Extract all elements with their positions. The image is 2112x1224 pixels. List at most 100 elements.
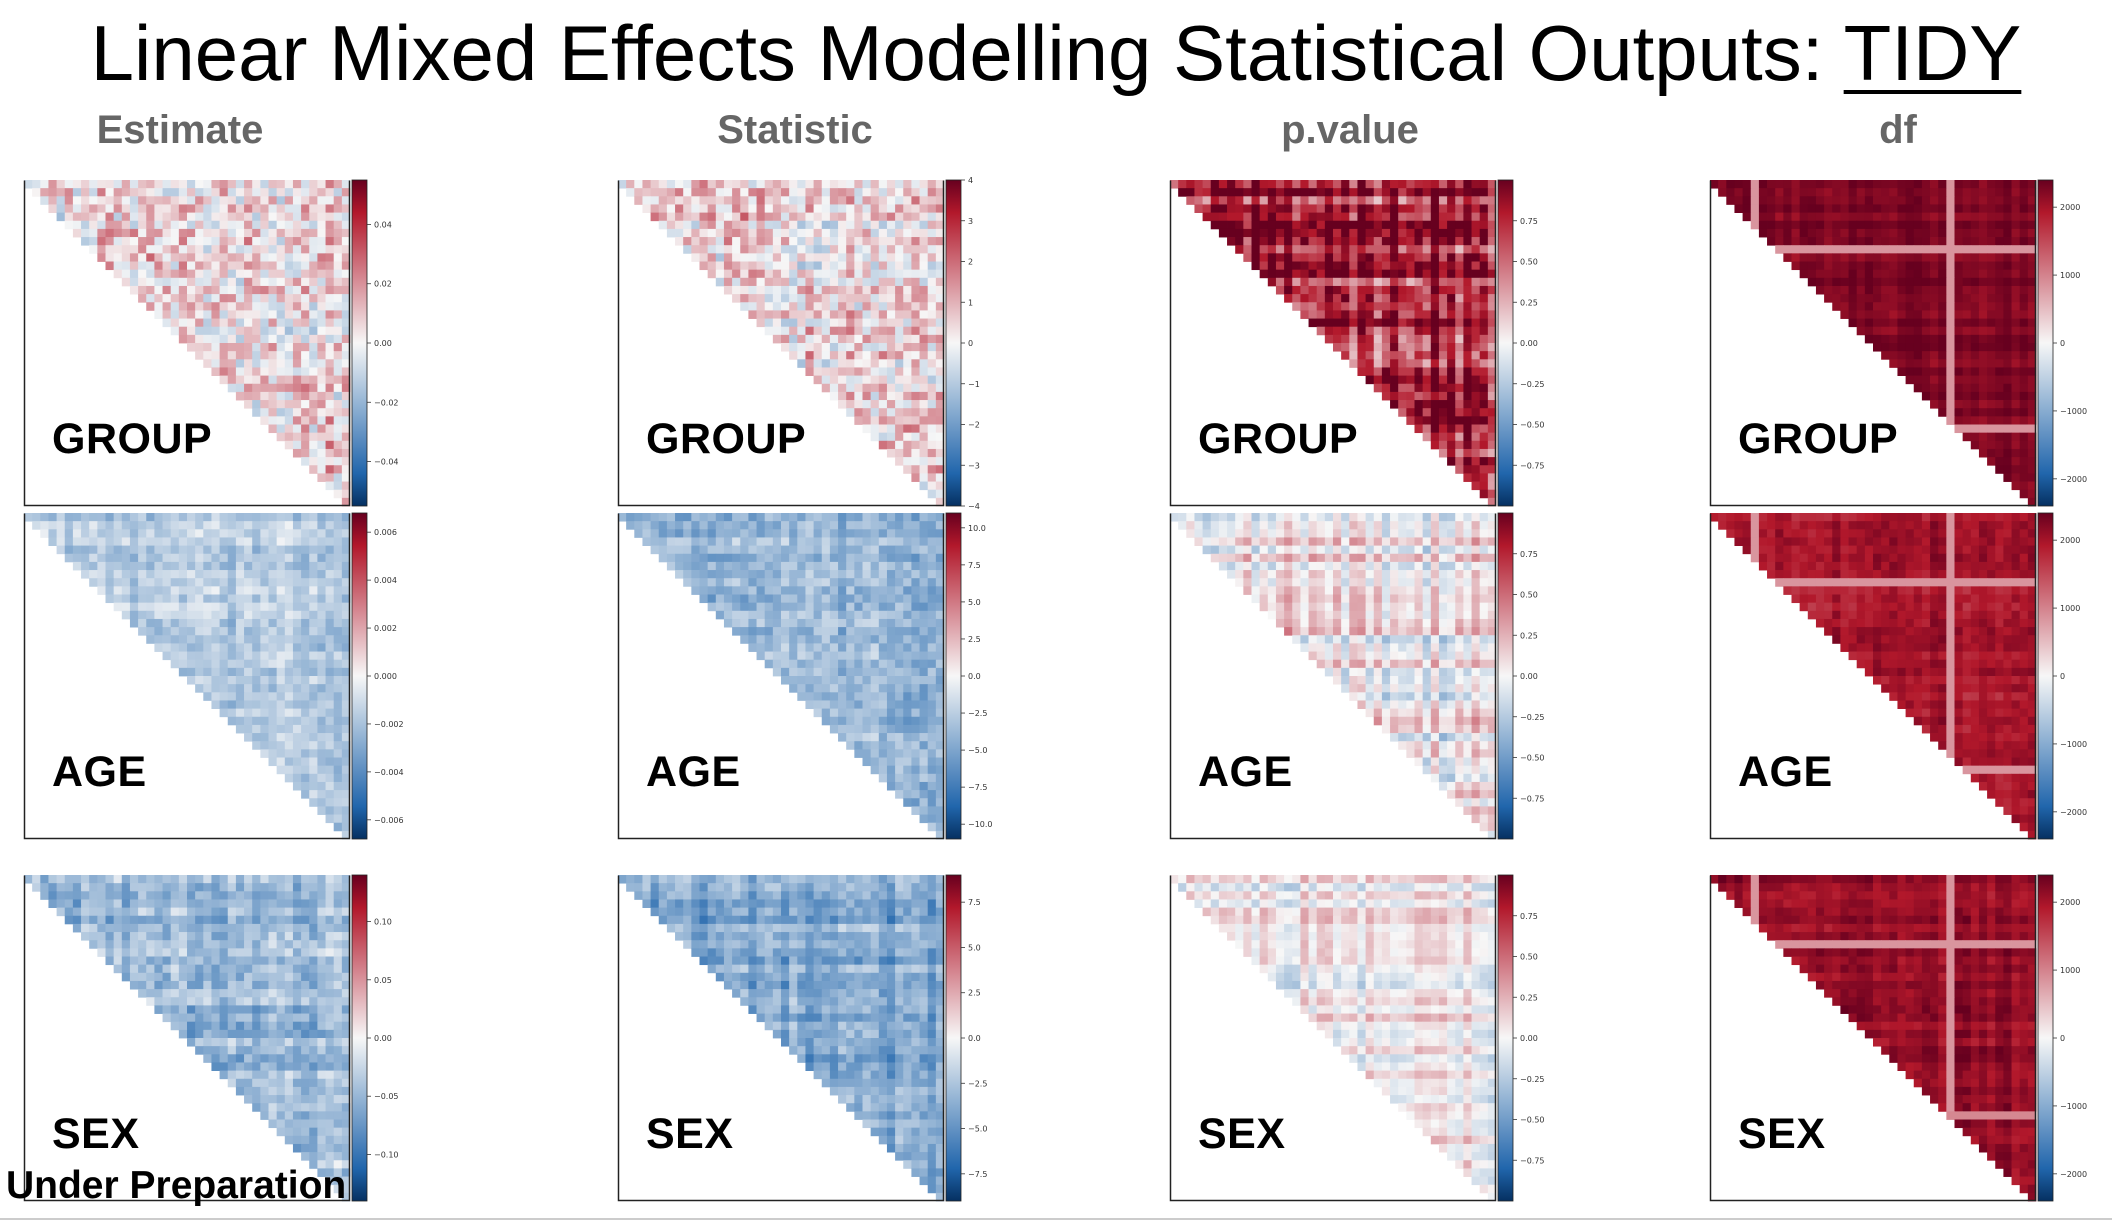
row-label-age: AGE	[1198, 748, 1293, 796]
column-header-statistic: Statistic	[717, 108, 873, 152]
heatmap-frame	[617, 875, 945, 1202]
heatmap-frame	[23, 875, 351, 1202]
colorbar-tick-label: 2000	[2060, 203, 2080, 212]
heatmap-svg: 10.0 7.5 5.0 2.5 0.0 −2.5 −5.0 −7.5 −10.0	[617, 512, 993, 840]
row-label-sex: SEX	[1198, 1110, 1286, 1158]
heatmap-frame	[1169, 513, 1497, 840]
heatmap-frame	[1169, 875, 1497, 1202]
column-header-estimate: Estimate	[96, 108, 264, 152]
colorbar	[351, 179, 368, 507]
heatmap-panel-p-value-group: 0.75 0.50 0.25 0.00 −0.25 −0.50 −0.75 GROUP	[1169, 179, 1573, 507]
colorbar-tick-label: −2000	[2060, 1170, 2087, 1179]
heatmap-frame	[1709, 513, 2037, 840]
colorbar-tick-label: −0.50	[1520, 1116, 1545, 1125]
colorbar-tick-label: 0.00	[1520, 1034, 1538, 1043]
colorbar-tick-label: 0.00	[374, 339, 392, 348]
heatmap-svg: 0.75 0.50 0.25 0.00 −0.25 −0.50 −0.75	[1169, 512, 1545, 840]
colorbar	[945, 179, 962, 507]
colorbar-tick-label: −0.50	[1520, 754, 1545, 763]
colorbar-tick-label: 0.00	[1520, 672, 1538, 681]
colorbar-tick-label: 1	[968, 298, 973, 307]
heatmap-panel-estimate-age: 0.006 0.004 0.002 0.000 −0.002 −0.004 −0.006 AG…	[23, 512, 427, 840]
colorbar-tick-label: 0.25	[1520, 993, 1538, 1002]
colorbar-tick-label: 2000	[2060, 536, 2080, 545]
colorbar-tick-label: 0.00	[1520, 339, 1538, 348]
colorbar-tick-label: −2000	[2060, 475, 2087, 484]
heatmap-panel-estimate-sex: 0.10 0.05 0.00 −0.05 −0.10 SEX	[23, 874, 427, 1202]
colorbar-tick-label: −1000	[2060, 740, 2087, 749]
colorbar	[945, 874, 962, 1202]
colorbar-tick-label: −4	[968, 502, 980, 511]
heatmap-frame	[617, 180, 945, 507]
row-label-group: GROUP	[1738, 415, 1899, 463]
colorbar-tick-label: 0.00	[374, 1034, 392, 1043]
colorbar-tick-label: −1	[968, 380, 980, 389]
heatmap-frame	[1709, 180, 2037, 507]
heatmap-cells	[618, 875, 945, 1202]
colorbar-tick-label: 2000	[2060, 898, 2080, 907]
colorbar-tick-label: −0.10	[374, 1150, 399, 1159]
colorbar-tick-label: 0.004	[374, 576, 397, 585]
colorbar-tick-label: 0	[2060, 1034, 2065, 1043]
heatmap-panel-statistic-age: 10.0 7.5 5.0 2.5 0.0 −2.5 −5.0 −7.5 −10.0 AGE	[617, 512, 1021, 840]
colorbar-tick-label: −0.25	[1520, 713, 1545, 722]
heatmap-cells	[618, 180, 945, 507]
colorbar-tick-label: 3	[968, 217, 973, 226]
colorbar-tick-label: 0.75	[1520, 217, 1538, 226]
colorbar	[351, 874, 368, 1202]
colorbar-tick-label: −0.02	[374, 398, 399, 407]
heatmap-panel-estimate-group: 0.04 0.02 0.00 −0.02 −0.04 GROUP	[23, 179, 427, 507]
colorbar-tick-label: −0.006	[374, 816, 404, 825]
row-label-sex: SEX	[646, 1110, 734, 1158]
colorbar-tick-label: −3	[968, 461, 980, 470]
colorbar	[351, 512, 368, 840]
heatmap-frame	[1169, 180, 1497, 507]
colorbar-tick-label: −5.0	[968, 746, 987, 755]
colorbar-tick-label: 0.02	[374, 280, 392, 289]
heatmap-panel-df-age: 2000 1000 0 −1000 −2000 AGE	[1709, 512, 2112, 840]
heatmap-svg: 0.75 0.50 0.25 0.00 −0.25 −0.50 −0.75	[1169, 874, 1545, 1202]
heatmap-panel-statistic-group: 4 3 2 1 0 −1 −2 −3 −4 GROUP	[617, 176, 1021, 511]
colorbar-tick-label: 0.10	[374, 918, 392, 927]
heatmap-cells	[24, 875, 351, 1202]
colorbar-tick-label: −10.0	[968, 820, 993, 829]
colorbar-tick-label: −1000	[2060, 1102, 2087, 1111]
colorbar-tick-label: −0.75	[1520, 794, 1545, 803]
heatmap-frame	[23, 513, 351, 840]
colorbar-tick-label: 4	[968, 176, 973, 185]
colorbar-tick-label: 7.5	[968, 561, 981, 570]
colorbar	[1497, 512, 1514, 840]
colorbar-tick-label: −2000	[2060, 808, 2087, 817]
colorbar	[945, 512, 962, 840]
colorbar-tick-label: 0.002	[374, 624, 397, 633]
colorbar-tick-label: 0.0	[968, 1034, 981, 1043]
colorbar-tick-label: −7.5	[968, 1170, 987, 1179]
heatmap-svg: 2000 1000 0 −1000 −2000	[1709, 512, 2087, 840]
heatmap-svg: 0.10 0.05 0.00 −0.05 −0.10	[23, 874, 399, 1202]
colorbar-tick-label: 0.50	[1520, 258, 1538, 267]
heatmap-svg: 0.75 0.50 0.25 0.00 −0.25 −0.50 −0.75	[1169, 179, 1545, 507]
colorbar-tick-label: 0.04	[374, 220, 392, 229]
heatmap-cells	[618, 513, 945, 840]
colorbar	[1497, 179, 1514, 507]
colorbar-tick-label: 1000	[2060, 271, 2080, 280]
heatmap-svg: 2000 1000 0 −1000 −2000	[1709, 874, 2087, 1202]
heatmap-panel-p-value-age: 0.75 0.50 0.25 0.00 −0.25 −0.50 −0.75 AGE	[1169, 512, 1573, 840]
slide-title: Linear Mixed Effects Modelling Statistic…	[0, 8, 2112, 99]
heatmap-cells	[1710, 180, 2037, 507]
heatmap-cells	[1170, 180, 1497, 507]
heatmap-cells	[1710, 875, 2037, 1202]
row-label-age: AGE	[52, 748, 147, 796]
colorbar-tick-label: 0.006	[374, 528, 397, 537]
heatmap-cells	[1710, 513, 2037, 840]
colorbar-tick-label: −2.5	[968, 709, 987, 718]
heatmap-cells	[24, 180, 351, 507]
title-emphasis: TIDY	[1843, 9, 2022, 97]
row-label-group: GROUP	[1198, 415, 1359, 463]
colorbar-tick-label: −2	[968, 421, 980, 430]
colorbar-tick-label: 0.25	[1520, 298, 1538, 307]
colorbar-tick-label: 2.5	[968, 989, 981, 998]
footer-note: Under Preparation	[6, 1164, 347, 1207]
title-text: Linear Mixed Effects Modelling Statistic…	[90, 9, 1844, 97]
heatmap-panel-df-sex: 2000 1000 0 −1000 −2000 SEX	[1709, 874, 2112, 1202]
